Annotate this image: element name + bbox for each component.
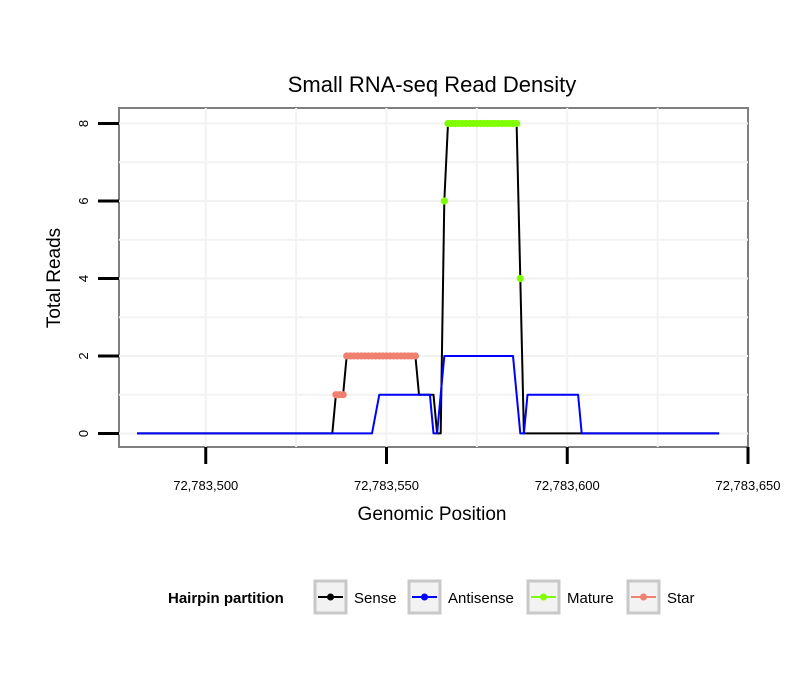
data-point-star	[339, 391, 347, 399]
legend-key-point	[640, 593, 647, 601]
y-tick-label: 6	[76, 197, 91, 204]
y-tick-label: 4	[76, 275, 91, 282]
legend-key-point	[327, 593, 334, 601]
data-point-mature	[440, 197, 448, 205]
series-line-antisense	[137, 355, 720, 435]
data-point-star	[411, 352, 420, 360]
chart-title: Small RNA-seq Read Density	[288, 72, 577, 97]
x-tick-label: 72,783,550	[354, 478, 419, 493]
legend-key-point	[540, 593, 547, 601]
x-tick-label: 72,783,650	[715, 478, 780, 493]
legend-label-sense: Sense	[354, 590, 397, 607]
legend-label-antisense: Antisense	[448, 590, 514, 607]
y-tick-label: 8	[76, 120, 91, 127]
x-tick-label: 72,783,600	[535, 478, 600, 493]
series-layer	[137, 119, 720, 435]
legend-title: Hairpin partition	[168, 590, 284, 607]
data-point-mature	[513, 119, 521, 128]
legend-key-point	[421, 593, 428, 601]
x-tick-label: 72,783,500	[173, 478, 238, 493]
x-axis-title: Genomic Position	[358, 504, 507, 525]
legend-label-star: Star	[667, 590, 695, 607]
y-axis-title: Total Reads	[44, 228, 65, 328]
axes: 72,783,500 72,783,550 72,783,600 72,783,650…	[76, 120, 781, 493]
legend-label-mature: Mature	[567, 590, 614, 607]
legend: Hairpin partition Sense Antisense Mature St…	[168, 579, 695, 615]
y-tick-label: 0	[76, 430, 91, 437]
y-tick-label: 2	[76, 352, 91, 359]
data-point-mature	[516, 274, 524, 283]
